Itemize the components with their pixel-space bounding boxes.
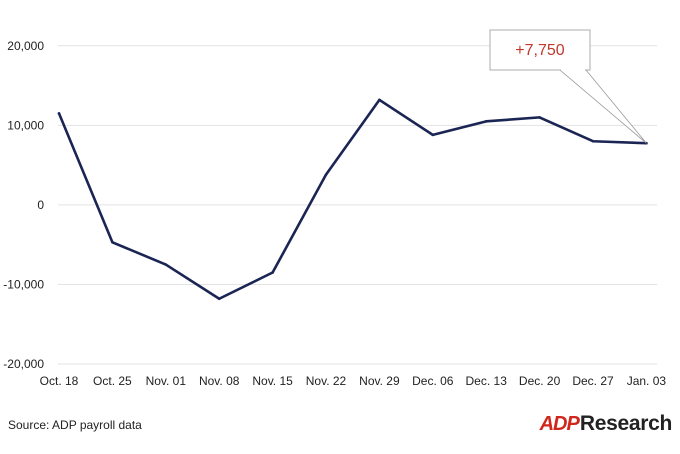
x-tick-label: Dec. 06	[412, 374, 454, 388]
data-point	[484, 120, 488, 123]
y-tick-label: 20,000	[7, 39, 44, 53]
callout: +7,750	[489, 29, 647, 144]
data-point	[271, 271, 274, 274]
x-tick-label: Nov. 29	[359, 374, 400, 388]
x-axis: Oct. 18 Oct. 25 Nov. 01 Nov. 08 Nov. 15 Nov. …	[40, 374, 667, 388]
x-tick-label: Nov. 01	[146, 374, 187, 388]
logo-text: Research	[579, 412, 672, 435]
data-point	[591, 139, 595, 143]
x-tick-label: Dec. 13	[466, 374, 508, 388]
y-tick-label: -10,000	[3, 277, 44, 291]
data-point	[164, 263, 168, 266]
data-point	[57, 112, 61, 115]
y-tick-label: 10,000	[7, 118, 44, 132]
data-point	[217, 297, 221, 301]
y-tick-label: -20,000	[3, 357, 44, 371]
y-axis: -20,000 -10,000 0 10,000 20,000	[3, 39, 44, 371]
x-tick-label: Jan. 03	[627, 374, 667, 388]
x-tick-label: Oct. 18	[40, 374, 79, 388]
data-point	[378, 98, 381, 102]
data-point	[324, 173, 328, 176]
adp-logo-mark: ADP	[539, 413, 580, 435]
data-point	[431, 133, 435, 137]
grid	[58, 45, 657, 365]
x-tick-label: Nov. 22	[306, 374, 347, 388]
series-line	[57, 98, 648, 301]
x-tick-label: Nov. 15	[252, 374, 293, 388]
callout-label: +7,750	[515, 42, 564, 59]
x-tick-label: Dec. 27	[572, 374, 614, 388]
series	[57, 98, 648, 301]
data-point	[538, 116, 541, 119]
x-tick-label: Dec. 20	[519, 374, 561, 388]
callout-box	[489, 29, 591, 71]
data-point	[111, 240, 114, 244]
adp-research-logo: ADP Research	[539, 412, 673, 436]
x-tick-label: Nov. 08	[199, 374, 240, 388]
y-tick-label: 0	[37, 198, 44, 212]
x-tick-label: Oct. 25	[93, 374, 132, 388]
source-note: Source: ADP payroll data	[8, 418, 142, 432]
